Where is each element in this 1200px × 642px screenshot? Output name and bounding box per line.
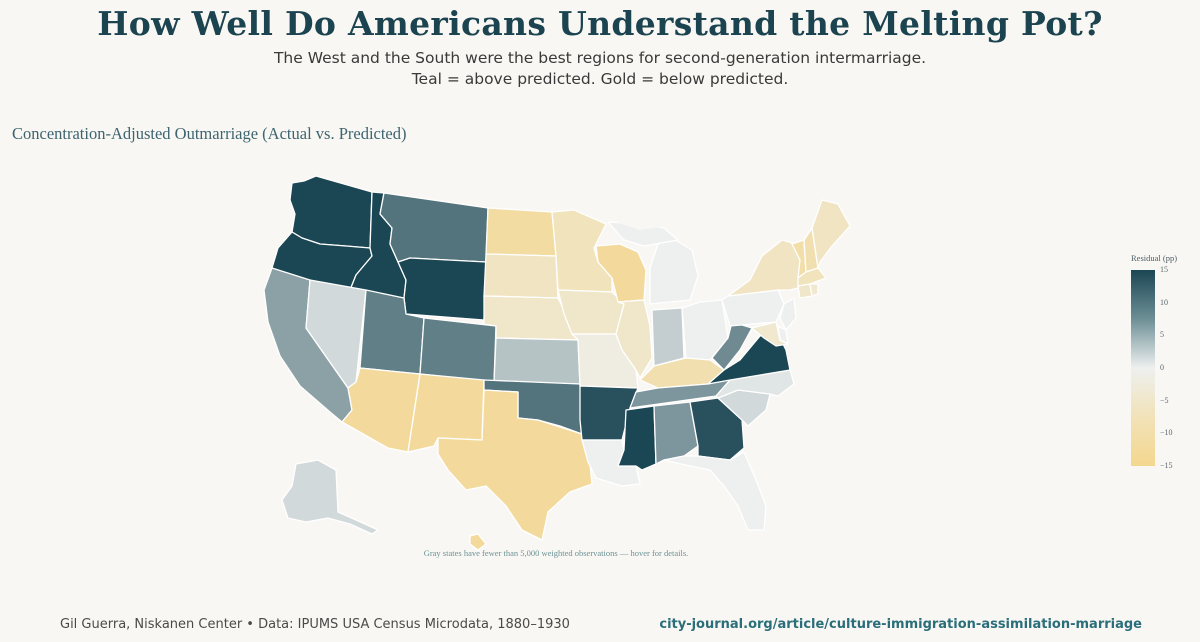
chart-title: Concentration-Adjusted Outmarriage (Actu… (12, 124, 407, 143)
state-RI[interactable] (809, 283, 819, 297)
state-AK[interactable] (281, 459, 379, 535)
state-FL[interactable] (663, 451, 767, 531)
state-NJ[interactable] (779, 297, 797, 331)
state-NY[interactable] (727, 239, 801, 297)
state-HI[interactable] (469, 533, 487, 551)
state-IN[interactable] (651, 307, 685, 367)
colorbar (1131, 270, 1155, 466)
state-IL[interactable] (615, 299, 653, 379)
colorbar-tick: −15 (1160, 461, 1173, 470)
state-MD[interactable] (751, 321, 789, 347)
subtitle-line-1: The West and the South were the best reg… (273, 49, 927, 67)
colorbar-tick: −10 (1160, 428, 1173, 438)
state-WA[interactable] (289, 175, 373, 249)
legend-title: Residual (pp) (1131, 253, 1178, 263)
subtitle-line-2: Teal = above predicted. Gold = below pre… (411, 70, 789, 88)
colorbar-tick: 15 (1160, 265, 1168, 274)
state-MT[interactable] (379, 192, 489, 263)
map-footnote: Gray states have fewer than 5,000 weight… (423, 548, 689, 558)
state-ND[interactable] (485, 207, 557, 257)
state-TX[interactable] (437, 389, 593, 541)
footer-credit: Gil Guerra, Niskanen Center • Data: IPUM… (60, 617, 570, 632)
colorbar-tick: −5 (1160, 395, 1169, 405)
state-CO[interactable] (419, 317, 497, 383)
state-LA[interactable] (581, 439, 641, 487)
colorbar-tick: 5 (1160, 330, 1164, 340)
state-WY[interactable] (397, 257, 487, 321)
colorbar-tick: 0 (1160, 363, 1164, 372)
source-link[interactable]: city-journal.org/article/culture-immigra… (659, 617, 1142, 632)
state-KS[interactable] (493, 337, 581, 385)
state-ME[interactable] (811, 199, 851, 269)
state-SD[interactable] (483, 253, 559, 299)
colorbar-tick: 10 (1160, 297, 1168, 307)
page-title: How Well Do Americans Understand the Mel… (97, 4, 1103, 43)
lake-superior (616, 216, 668, 230)
state-MI[interactable] (649, 237, 699, 305)
